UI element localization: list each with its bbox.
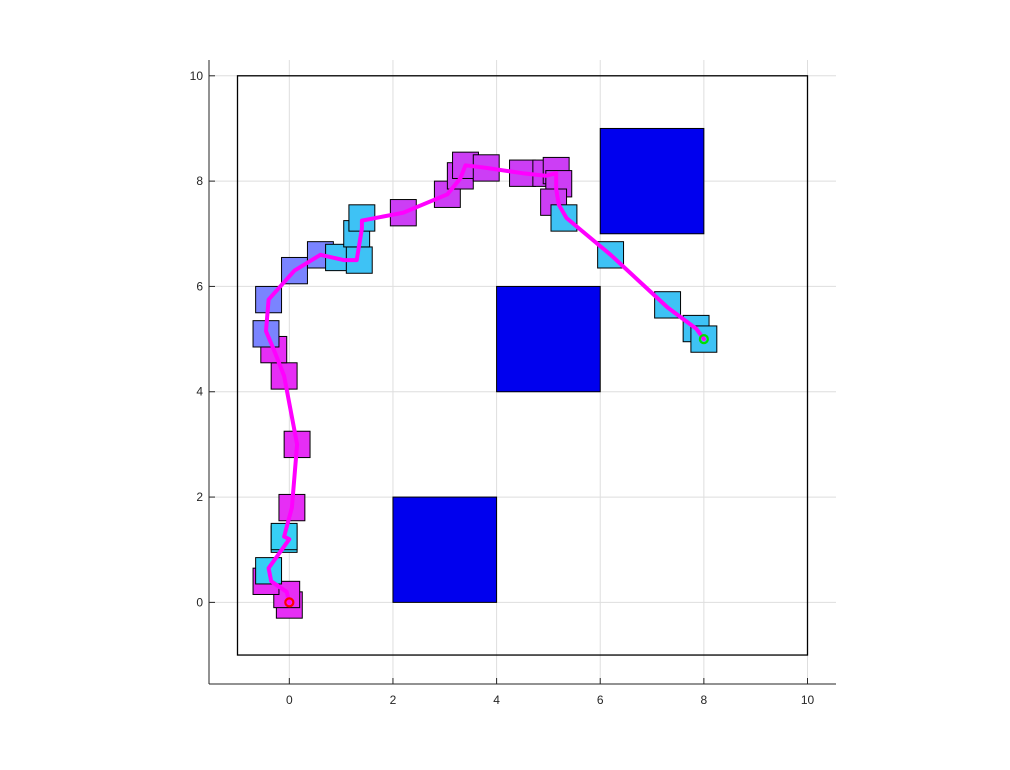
x-tick-label-3: 6 [597, 693, 604, 707]
obstacles [392, 127, 705, 603]
y-tick-label-5: 10 [190, 69, 204, 83]
y-tick-label-4: 8 [196, 174, 203, 188]
y-tick-label-3: 6 [196, 279, 203, 293]
goal-marker [698, 333, 709, 345]
start-goal-markers [284, 333, 709, 608]
start-marker [284, 597, 295, 608]
robot-pose-28 [550, 204, 578, 232]
trajectory-path [264, 163, 706, 605]
obstacle-2 [599, 127, 705, 235]
x-tick-label-1: 2 [390, 693, 397, 707]
boundary-rect [236, 75, 809, 656]
obstacle-0 [392, 496, 498, 603]
axes [208, 60, 836, 685]
tick-labels: 0 2 4 6 8 10 0 2 4 6 8 10 [190, 69, 815, 707]
x-tick-label-5: 10 [801, 693, 815, 707]
y-tick-label-1: 2 [196, 490, 203, 504]
obstacle-1 [496, 285, 601, 393]
x-tick-label-2: 4 [493, 693, 500, 707]
path-line [264, 163, 706, 605]
x-tick-label-4: 8 [701, 693, 708, 707]
y-tick-label-2: 4 [196, 385, 203, 399]
y-tick-label-0: 0 [196, 595, 203, 609]
workspace-boundary [236, 75, 809, 656]
x-tick-label-0: 0 [286, 693, 293, 707]
